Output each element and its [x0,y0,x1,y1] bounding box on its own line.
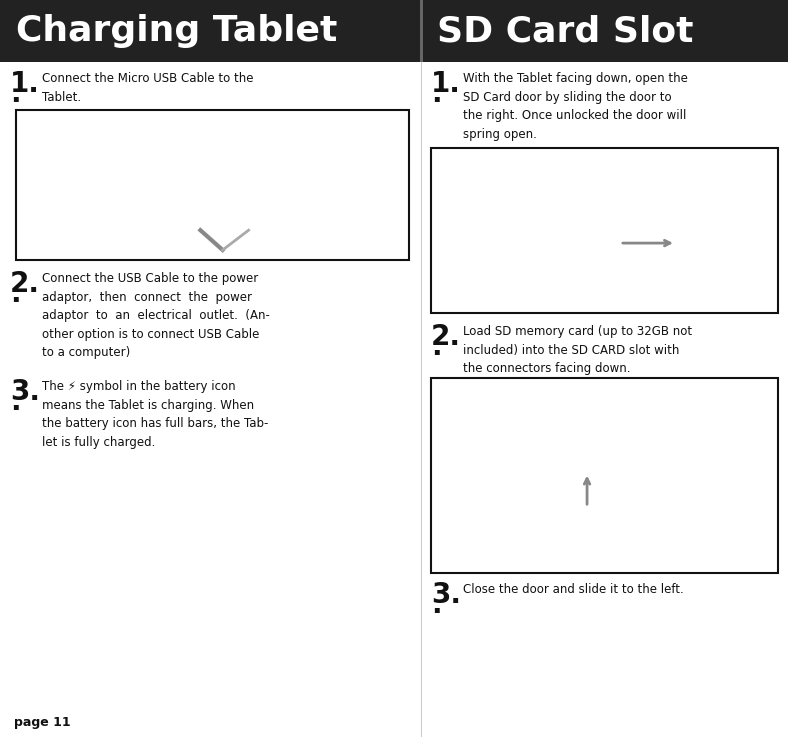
Text: 3.: 3. [10,378,40,406]
Circle shape [494,450,499,455]
Bar [431,148,778,313]
Text: Connect the Micro USB Cable to the
Tablet.: Connect the Micro USB Cable to the Table… [42,72,254,103]
Text: ▪: ▪ [12,401,19,411]
FancyBboxPatch shape [536,492,592,562]
Circle shape [476,218,481,223]
FancyBboxPatch shape [435,380,772,569]
Text: page 11: page 11 [14,716,71,729]
Circle shape [79,192,84,198]
Bar [472,252,637,261]
FancyBboxPatch shape [435,150,772,309]
FancyBboxPatch shape [477,164,711,185]
Circle shape [666,243,705,282]
FancyBboxPatch shape [80,165,325,185]
Circle shape [496,218,501,223]
FancyBboxPatch shape [477,427,711,450]
Text: Connect the USB Cable to the power
adaptor,  then  connect  the  power
adaptor  : Connect the USB Cable to the power adapt… [42,272,269,359]
Text: Charging Tablet: Charging Tablet [16,14,337,48]
Text: Load SD memory card (up to 32GB not
included) into the SD CARD slot with
the con: Load SD memory card (up to 32GB not incl… [463,325,692,375]
Text: ▪: ▪ [433,93,440,103]
FancyBboxPatch shape [477,192,711,212]
Text: Close the door and slide it to the left.: Close the door and slide it to the left. [463,583,684,596]
Circle shape [476,450,481,455]
Bar [420,0,423,62]
Bar [498,489,646,500]
Bar [472,237,652,249]
Circle shape [486,218,491,223]
FancyBboxPatch shape [21,113,402,255]
Text: ▪: ▪ [433,604,440,614]
Text: ▪: ▪ [12,93,19,103]
Bar [431,378,778,573]
Text: The ⚡ symbol in the battery icon
means the Tablet is charging. When
the battery : The ⚡ symbol in the battery icon means t… [42,380,269,449]
Bar [466,471,679,486]
FancyBboxPatch shape [477,397,711,419]
Text: 3.: 3. [431,581,461,609]
FancyBboxPatch shape [580,503,614,555]
Text: SD Card Slot: SD Card Slot [437,14,693,48]
Bar [0,0,788,62]
Text: 2.: 2. [10,270,40,298]
Circle shape [485,450,490,455]
Bar [156,217,267,230]
Text: 2.: 2. [431,323,461,351]
Text: ▪: ▪ [433,346,440,356]
Bar [16,110,409,260]
Text: With the Tablet facing down, open the
SD Card door by sliding the door to
the ri: With the Tablet facing down, open the SD… [463,72,688,141]
Text: 1.: 1. [431,70,461,98]
FancyBboxPatch shape [80,136,325,156]
Text: ▪: ▪ [12,293,19,303]
Circle shape [98,192,105,198]
Text: 1.: 1. [10,70,40,98]
Circle shape [88,192,95,198]
